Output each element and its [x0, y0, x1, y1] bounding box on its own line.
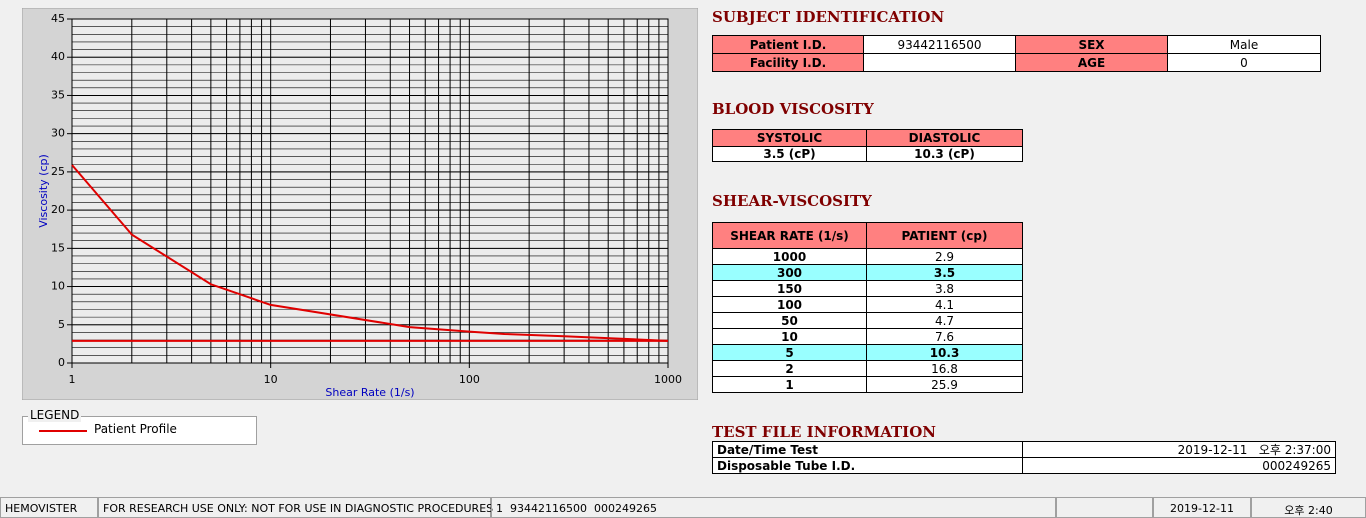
table-cell: 2.9 — [866, 248, 1023, 265]
status-panel: 1 93442116500 000249265 — [491, 497, 1056, 518]
table-cell: Patient I.D. — [712, 35, 864, 54]
y-tick-label: 5 — [58, 318, 65, 331]
chart: Shear Rate (1/s) Viscosity (cp) 0 5 10 15 20… — [22, 8, 698, 400]
legend-label: Patient Profile — [94, 422, 177, 436]
legend-box: LEGEND Patient Profile — [22, 408, 257, 445]
plot-area — [72, 19, 668, 363]
table-cell: Disposable Tube I.D. — [712, 457, 1023, 474]
table-cell: 25.9 — [866, 376, 1023, 393]
table-cell: SHEAR RATE (1/s) — [712, 222, 867, 249]
section-title: BLOOD VISCOSITY — [712, 100, 874, 118]
y-tick-label: 40 — [51, 50, 65, 63]
table-cell: SYSTOLIC — [712, 129, 867, 147]
table-cell: 5 — [712, 344, 867, 361]
table-cell: 3.8 — [866, 280, 1023, 297]
y-tick-label: 45 — [51, 12, 65, 25]
section-title: SHEAR-VISCOSITY — [712, 192, 872, 210]
legend-title: LEGEND — [28, 408, 82, 422]
x-axis-label: Shear Rate (1/s) — [325, 386, 414, 399]
plot-frame — [71, 18, 669, 364]
table-cell: 10.3 (cP) — [866, 146, 1023, 162]
section-title: TEST FILE INFORMATION — [712, 423, 936, 441]
x-tick-label: 1000 — [654, 373, 682, 386]
legend-swatch — [39, 430, 87, 432]
table-cell: 3.5 — [866, 264, 1023, 281]
status-panel: 오후 2:40 — [1251, 497, 1366, 518]
table-cell: Male — [1167, 35, 1321, 54]
y-axis-label: Viscosity (cp) — [37, 154, 50, 228]
table-cell: 50 — [712, 312, 867, 329]
table-cell: 1000 — [712, 248, 867, 265]
y-tick-label: 25 — [51, 165, 65, 178]
table-cell: 2019-12-11 오후 2:37:00 — [1022, 441, 1336, 458]
table-cell: 1 — [712, 376, 867, 393]
y-tick-label: 30 — [51, 127, 65, 140]
y-tick-label: 10 — [51, 280, 65, 293]
table-cell: 0 — [1167, 53, 1321, 72]
table-cell: 10.3 — [866, 344, 1023, 361]
table-cell: 100 — [712, 296, 867, 313]
table-cell: PATIENT (cp) — [866, 222, 1023, 249]
y-tick-label: 15 — [51, 241, 65, 254]
section-title: SUBJECT IDENTIFICATION — [712, 8, 945, 26]
status-panel: 2019-12-11 — [1153, 497, 1251, 518]
table-cell: 000249265 — [1022, 457, 1336, 474]
table-cell: 2 — [712, 360, 867, 377]
table-cell — [863, 53, 1016, 72]
table-cell: 4.1 — [866, 296, 1023, 313]
status-panel: HEMOVISTER — [0, 497, 98, 518]
table-cell: SEX — [1015, 35, 1168, 54]
table-cell: 4.7 — [866, 312, 1023, 329]
table-cell: 3.5 (cP) — [712, 146, 867, 162]
table-cell: Facility I.D. — [712, 53, 864, 72]
table-cell: 10 — [712, 328, 867, 345]
status-panel: FOR RESEARCH USE ONLY: NOT FOR USE IN DI… — [98, 497, 493, 518]
y-tick-label: 0 — [58, 356, 65, 369]
y-tick-label: 20 — [51, 203, 65, 216]
table-cell: 150 — [712, 280, 867, 297]
table-cell: 300 — [712, 264, 867, 281]
table-cell: 16.8 — [866, 360, 1023, 377]
table-cell: 93442116500 — [863, 35, 1016, 54]
table-cell: AGE — [1015, 53, 1168, 72]
data-line — [71, 164, 669, 342]
table-cell: DIASTOLIC — [866, 129, 1023, 147]
table-cell: Date/Time Test — [712, 441, 1023, 458]
x-tick-label: 100 — [459, 373, 480, 386]
x-tick-label: 10 — [264, 373, 278, 386]
x-tick-label: 1 — [69, 373, 76, 386]
y-tick-label: 35 — [51, 88, 65, 101]
status-panel — [1056, 497, 1153, 518]
table-cell: 7.6 — [866, 328, 1023, 345]
